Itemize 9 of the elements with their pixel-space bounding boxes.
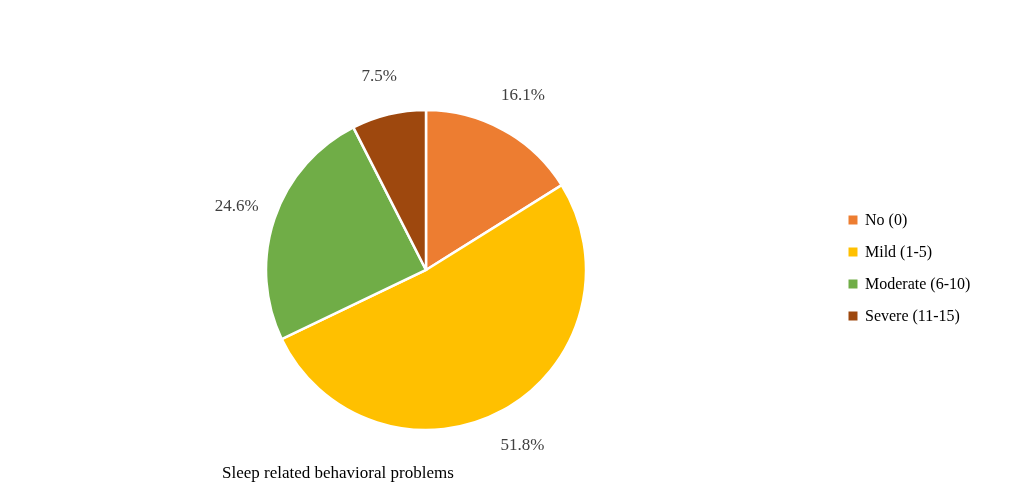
legend-label: No (0)	[865, 211, 908, 229]
text: Sleep related behavioral problems	[222, 463, 454, 483]
data-label: 24.6%	[214, 195, 259, 215]
data-label: 7.5%	[361, 65, 398, 85]
legend-label: Severe (11-15)	[865, 307, 960, 325]
data-label: 51.8%	[500, 435, 545, 455]
legend-label: Moderate (6-10)	[865, 275, 971, 293]
data-label: 16.1%	[500, 85, 545, 105]
legend-label: Mild (1-5)	[865, 243, 933, 261]
